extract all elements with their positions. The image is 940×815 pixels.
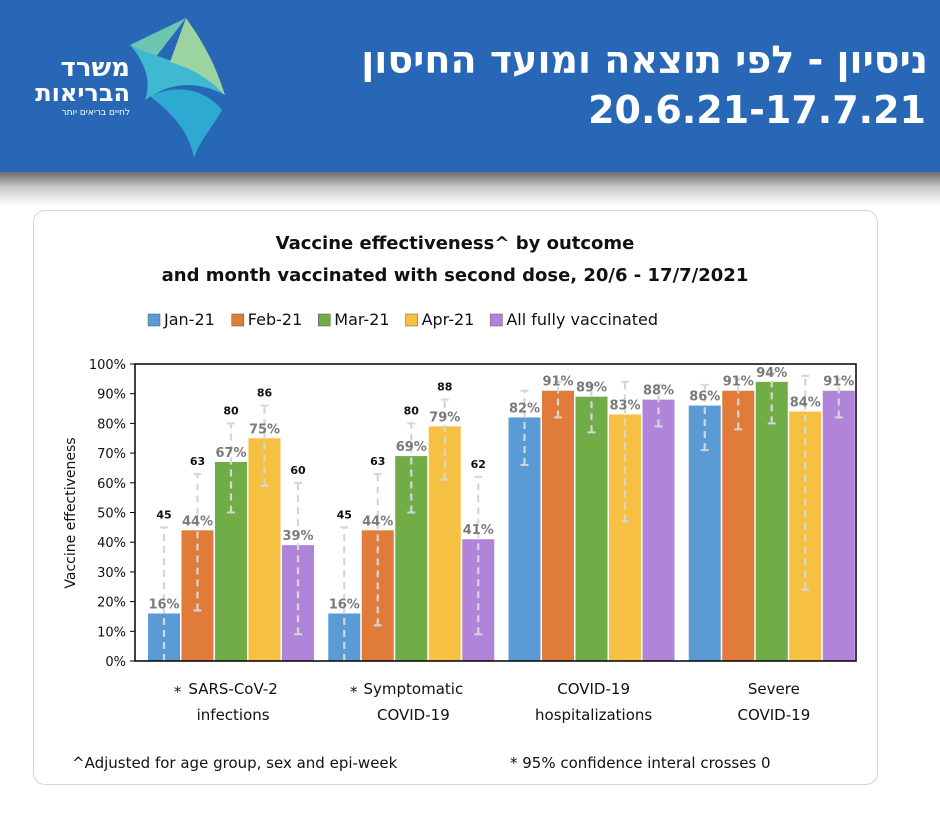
header-title: ניסיון - לפי תוצאה ומועד החיסון 20.6.21-…: [330, 36, 940, 156]
bar: [609, 414, 641, 661]
header-title-line1: ניסיון - לפי תוצאה ומועד החיסון: [361, 38, 928, 82]
category-label-line1: SARS-CoV-2: [188, 680, 277, 698]
ci-upper-label: 60: [290, 464, 306, 477]
chart-legend: Jan-21 Feb-21 Mar-21 Apr-21 All fully vaccin…: [147, 310, 658, 329]
category-label-line2: COVID-19: [737, 706, 810, 724]
category-label-line2: COVID-19: [377, 706, 450, 724]
y-tick-label: 70%: [97, 447, 126, 462]
value-label: 94%: [756, 366, 787, 381]
value-label: 69%: [396, 440, 427, 455]
category-ci-marker: *: [350, 683, 358, 701]
y-axis-label: Vaccine effectiveness: [63, 437, 79, 588]
y-tick-label: 80%: [97, 417, 126, 432]
y-tick-label: 40%: [97, 536, 126, 551]
bar: [542, 390, 574, 661]
confidence-intervals: [160, 371, 843, 661]
value-label: 44%: [362, 514, 393, 529]
legend-label: Apr-21: [422, 310, 475, 329]
logo-line2: הבריאות: [35, 79, 130, 107]
ci-upper-label: 63: [370, 455, 385, 468]
value-label: 75%: [249, 422, 280, 437]
ci-upper-label: 80: [223, 404, 239, 417]
value-label: 16%: [148, 597, 179, 612]
plot-frame: [134, 363, 857, 662]
category-label-line2: infections: [197, 706, 270, 724]
category-label-line1: Severe: [748, 680, 800, 698]
bar: [722, 390, 755, 661]
ci-upper-label: 86: [257, 387, 273, 400]
bar: [575, 396, 608, 661]
logo-line1: משרד: [60, 53, 130, 83]
ci-upper-label: 63: [190, 455, 205, 468]
value-label: 86%: [689, 390, 720, 405]
header-title-line2: 20.6.21-17.7.21: [588, 88, 926, 132]
bar: [822, 390, 855, 661]
value-label: 88%: [643, 384, 674, 399]
legend-label: Jan-21: [163, 310, 215, 329]
category-label-line1: Symptomatic: [364, 680, 464, 698]
value-label: 91%: [723, 375, 754, 390]
bar: [282, 545, 314, 661]
ci-upper-label: 45: [156, 508, 171, 521]
footnote-ci: * 95% confidence interal crosses 0: [510, 754, 771, 772]
value-label: 91%: [823, 375, 854, 390]
ci-upper-label: 62: [471, 458, 486, 471]
y-tick-label: 50%: [97, 507, 126, 522]
y-tick-label: 100%: [89, 358, 126, 373]
category-ci-marker: *: [174, 683, 182, 701]
value-label: 79%: [429, 410, 460, 425]
footnote-adjusted: ^Adjusted for age group, sex and epi-wee…: [72, 754, 398, 772]
value-label: 44%: [182, 514, 213, 529]
value-label: 39%: [282, 529, 313, 544]
legend-swatch: [318, 313, 331, 327]
y-tick-label: 20%: [97, 596, 126, 611]
value-label: 89%: [576, 381, 607, 396]
value-label: 82%: [509, 401, 540, 416]
category-label-line2: hospitalizations: [535, 706, 652, 724]
legend-swatch: [231, 313, 245, 327]
chart-title-line1: Vaccine effectiveness^ by outcome: [276, 233, 635, 254]
bar: [395, 456, 428, 661]
legend-swatch: [147, 313, 161, 327]
y-tick-label: 60%: [97, 477, 126, 492]
bar: [215, 462, 247, 661]
bar: [642, 399, 675, 661]
value-label: 84%: [790, 396, 821, 411]
value-label: 16%: [329, 597, 360, 612]
value-label: 41%: [463, 523, 494, 538]
value-label: 91%: [542, 375, 573, 390]
y-axis: 0% 10% 20% 30% 40% 50% 60% 70% 80% 90% 100%: [89, 358, 135, 670]
y-tick-label: 30%: [97, 566, 126, 581]
header-shadow: [0, 172, 940, 206]
y-tick-label: 90%: [97, 388, 126, 403]
legend-swatch: [490, 313, 503, 327]
logo-swoosh-icon: [130, 18, 225, 158]
bar: [755, 381, 788, 661]
category-label-line1: COVID-19: [557, 680, 630, 698]
ci-upper-label: 88: [437, 381, 452, 394]
ci-upper-label: 45: [337, 508, 352, 521]
bar: [508, 417, 541, 661]
chart-title-line2: and month vaccinated with second dose, 2…: [162, 265, 749, 286]
legend-swatch: [405, 313, 418, 327]
legend-label: Feb-21: [248, 310, 302, 329]
ministry-logo: משרד הבריאות לחיים בריאים יותר: [0, 0, 240, 172]
logo-tagline: לחיים בריאים יותר: [61, 108, 130, 118]
value-label: 67%: [215, 446, 246, 461]
bar: [248, 438, 281, 661]
value-label: 83%: [609, 398, 640, 413]
legend-label: Mar-21: [334, 310, 389, 329]
data-labels: 16% 45 16% 45 82% 86% 44% 63 44% 63 91% 91% 67% 80 69%…: [148, 366, 854, 613]
y-tick-label: 10%: [97, 625, 126, 640]
ci-upper-label: 80: [404, 404, 420, 417]
legend-label: All fully vaccinated: [506, 310, 658, 329]
x-axis-categories: SARS-CoV-2 infections * Symptomatic COVID-19…: [174, 680, 810, 724]
y-tick-label: 0%: [105, 655, 126, 670]
